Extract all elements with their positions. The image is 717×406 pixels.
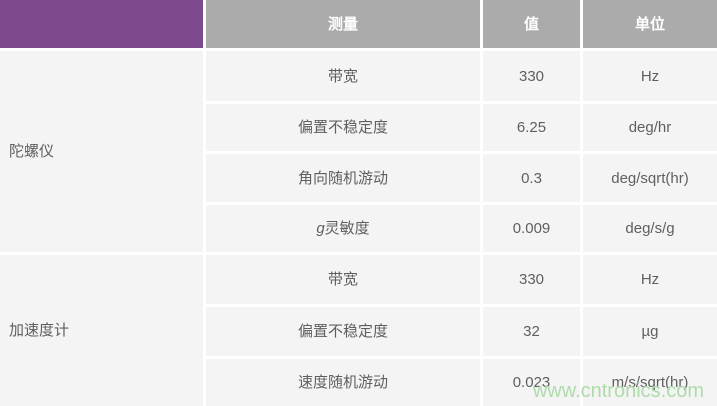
unit-cell: µg: [583, 307, 717, 356]
measurement-label: 速度随机游动: [297, 374, 388, 391]
measurement-cell: 偏置不稳定度: [206, 307, 480, 356]
value-cell: 0.009: [483, 205, 580, 252]
unit-cell: deg/hr: [583, 104, 717, 151]
measurement-label: 灵敏度: [324, 220, 370, 237]
value-cell: 32: [483, 307, 580, 356]
table-corner-header: [0, 0, 203, 48]
unit-cell: Hz: [583, 51, 717, 101]
measurement-label: 偏置不稳定度: [297, 119, 388, 136]
value-cell: 0.3: [483, 154, 580, 202]
column-header-measurement: 测量: [206, 0, 480, 48]
unit-cell: m/s/sqrt(hr): [583, 359, 717, 406]
unit-cell: Hz: [583, 255, 717, 304]
measurement-label: 带宽: [327, 271, 358, 288]
value-cell: 0.023: [483, 359, 580, 406]
column-header-value: 值: [483, 0, 580, 48]
row-group-accelerometer: 加速度计: [0, 255, 203, 406]
measurement-label: 角向随机游动: [297, 169, 388, 187]
value-cell: 330: [483, 51, 580, 101]
measurement-label: 带宽: [327, 67, 358, 85]
measurement-cell: 速度随机游动: [206, 359, 480, 406]
measurement-label: 偏置不稳定度: [297, 323, 388, 340]
row-group-gyroscope: 陀螺仪: [0, 51, 203, 252]
value-cell: 6.25: [483, 104, 580, 151]
value-cell: 330: [483, 255, 580, 304]
measurement-cell: 偏置不稳定度: [206, 104, 480, 151]
measurement-cell: 带宽: [206, 255, 480, 304]
measurement-cell: g 灵敏度: [206, 205, 480, 252]
unit-cell: deg/s/g: [583, 205, 717, 252]
column-header-unit: 单位: [583, 0, 717, 48]
measurement-cell: 角向随机游动: [206, 154, 480, 202]
unit-cell: deg/sqrt(hr): [583, 154, 717, 202]
measurement-cell: 带宽: [206, 51, 480, 101]
measurement-label-italic-prefix: g: [316, 220, 325, 237]
